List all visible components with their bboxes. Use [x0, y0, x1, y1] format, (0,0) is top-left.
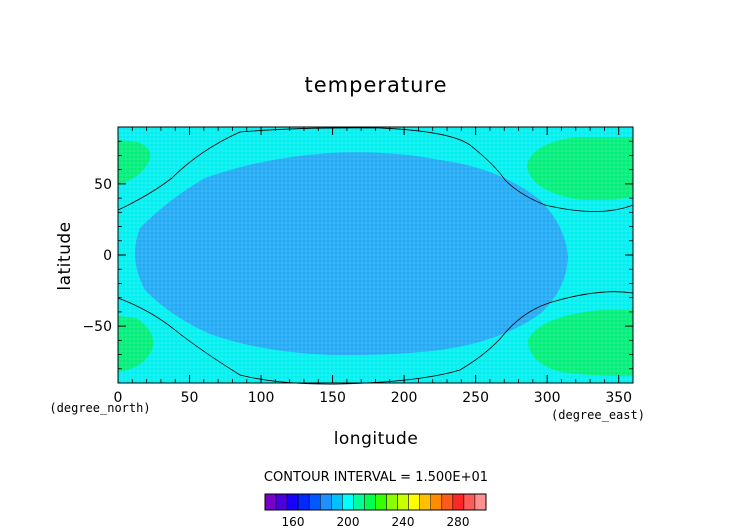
colorbar-labels: 160 200 240 280	[282, 515, 470, 529]
colorbar-tick-label: 280	[447, 515, 470, 529]
y-tick-label: −50	[82, 319, 112, 335]
y-tick-label: 0	[103, 248, 112, 264]
colorbar	[264, 493, 487, 511]
contour-interval-text: CONTOUR INTERVAL = 1.500E+01	[264, 470, 488, 485]
center-region	[135, 152, 568, 356]
colorbar-tick-label: 160	[282, 515, 305, 529]
y-units-label: (degree_north)	[49, 401, 150, 415]
x-tick-label: 50	[181, 390, 199, 406]
x-tick-label: 350	[605, 390, 632, 406]
colorbar-tick-label: 200	[337, 515, 360, 529]
corner-region-top-right	[527, 137, 633, 201]
y-tick-label: 50	[94, 177, 112, 193]
colorbar-swatch	[331, 493, 343, 511]
colorbar-tick-label: 240	[392, 515, 415, 529]
colorbar-swatch	[474, 493, 487, 511]
colorbar-swatch	[463, 493, 476, 511]
x-tick-label: 0	[114, 390, 123, 406]
colorbar-swatch	[419, 493, 432, 511]
x-units-label: (degree_east)	[551, 408, 645, 422]
colorbar-swatch	[320, 493, 332, 511]
colorbar-swatch	[275, 493, 288, 511]
x-tick-label: 150	[319, 390, 346, 406]
colorbar-swatch	[353, 493, 365, 511]
x-tick-label: 200	[391, 390, 418, 406]
colorbar-swatch	[430, 493, 443, 511]
colorbar-frame	[264, 493, 487, 511]
x-axis-label: longitude	[334, 429, 419, 449]
colorbar-swatch	[342, 493, 354, 511]
colorbar-swatch	[408, 493, 420, 511]
chart-title: temperature	[305, 73, 448, 97]
colorbar-swatch	[441, 493, 454, 511]
corner-region-bottom-right	[528, 310, 633, 377]
plot-area	[117, 126, 634, 385]
x-axis: 0 50 100 150 200 250 300 350	[114, 127, 632, 406]
contour-line-north	[117, 127, 634, 212]
corner-region-bottom-left	[118, 316, 154, 372]
colorbar-swatch	[297, 493, 310, 511]
colorbar-swatch	[308, 493, 321, 511]
y-axis-label: latitude	[55, 221, 75, 290]
colorbar-swatch	[286, 493, 299, 511]
x-tick-label: 250	[462, 390, 489, 406]
colorbar-swatch	[364, 493, 376, 511]
colorbar-swatch	[375, 493, 387, 511]
colorbar-swatch	[386, 493, 398, 511]
colorbar-swatch	[264, 493, 277, 511]
contour-line-south	[117, 291, 634, 385]
corner-region-top-left	[118, 140, 151, 185]
x-tick-label: 100	[248, 390, 275, 406]
x-tick-label: 300	[534, 390, 561, 406]
colorbar-swatch	[452, 493, 465, 511]
y-axis: −50 0 50	[82, 140, 633, 370]
colorbar-swatch	[397, 493, 409, 511]
